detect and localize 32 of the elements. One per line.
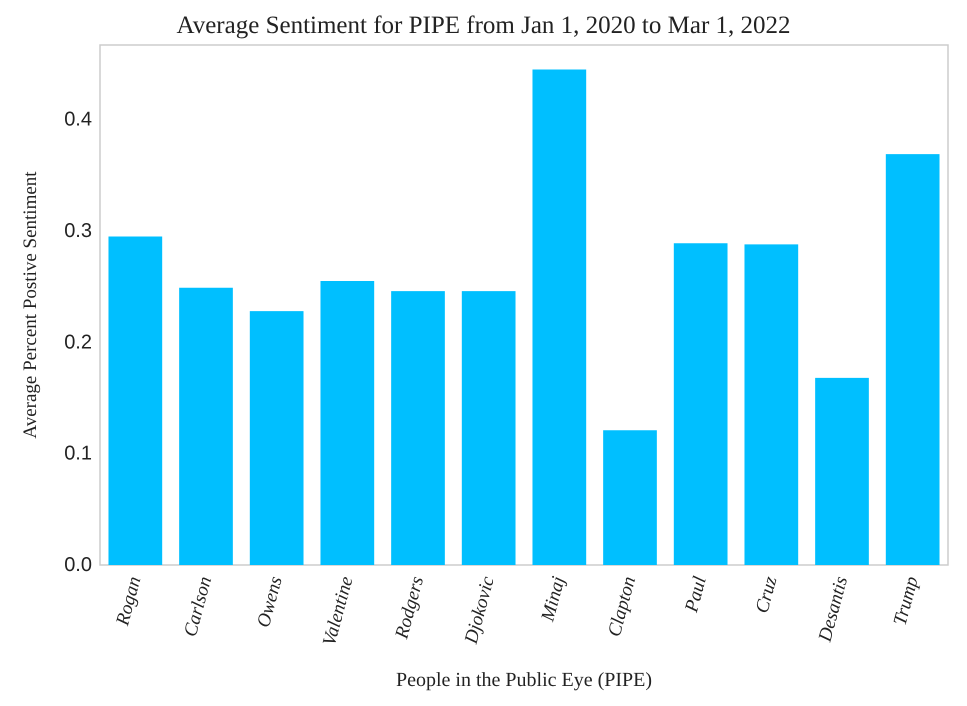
x-tick-label: Carlson — [180, 574, 216, 639]
bar — [391, 291, 445, 565]
x-tick-label: Valentine — [318, 574, 358, 648]
bar — [532, 69, 586, 565]
y-tick-label: 0.0 — [64, 554, 92, 576]
x-tick-label: Trump — [890, 574, 923, 628]
x-tick-label: Clapton — [604, 574, 640, 639]
y-tick-label: 0.2 — [64, 331, 92, 354]
x-tick-label: Owens — [253, 574, 287, 630]
bar — [108, 236, 162, 565]
x-tick-label: Desantis — [814, 574, 852, 645]
bar — [320, 281, 374, 565]
y-tick-label: 0.4 — [64, 108, 92, 131]
bar — [462, 291, 516, 565]
bar — [744, 244, 798, 565]
y-axis-title: Average Percent Postive Sentiment — [20, 170, 41, 439]
x-tick-label: Cruz — [752, 574, 782, 616]
x-tick-label: Rogan — [112, 574, 146, 629]
bar — [250, 311, 304, 565]
x-axis-title: People in the Public Eye (PIPE) — [396, 669, 652, 691]
chart-title: Average Sentiment for PIPE from Jan 1, 2020 to Mar 1, 2022 — [176, 12, 791, 39]
bar — [603, 430, 657, 565]
x-tick-label: Minaj — [537, 574, 570, 625]
x-tick-label: Paul — [680, 574, 711, 616]
y-tick-label: 0.1 — [64, 442, 92, 465]
bar — [674, 243, 728, 565]
bar — [179, 288, 233, 565]
x-tick-label: Rodgers — [391, 574, 428, 642]
y-tick-label: 0.3 — [64, 220, 92, 242]
x-tick-label: Djokovic — [460, 574, 499, 647]
bar — [815, 378, 869, 565]
bar — [886, 154, 940, 565]
